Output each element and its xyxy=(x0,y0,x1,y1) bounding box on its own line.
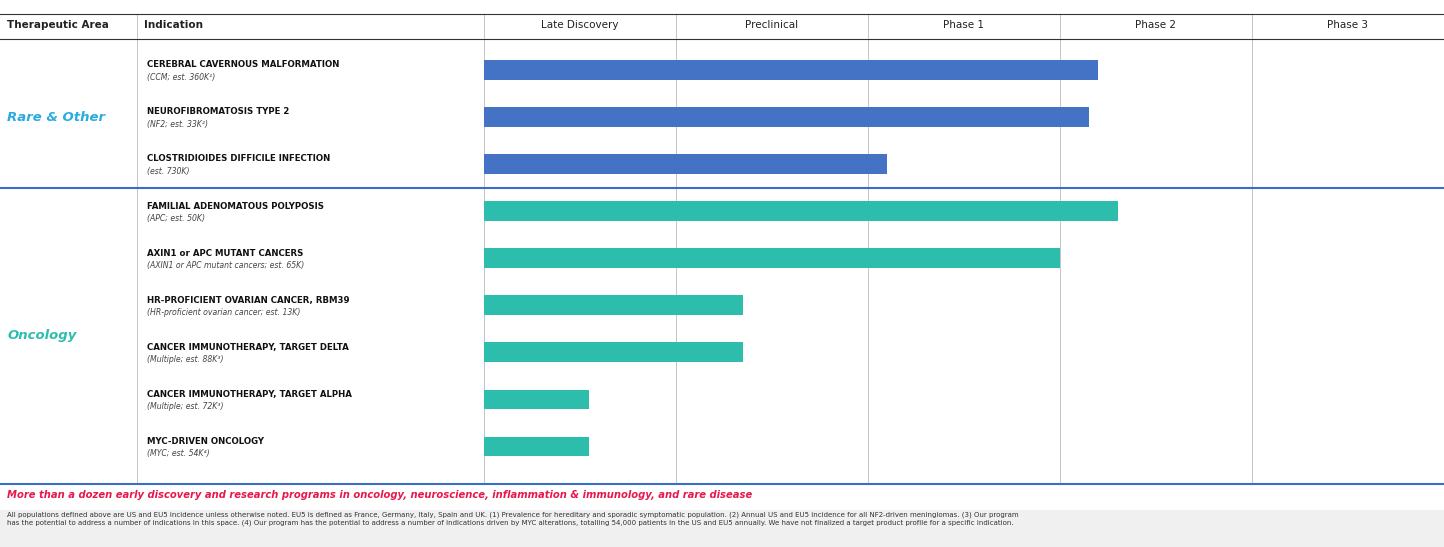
Bar xyxy=(484,107,1089,127)
Text: Indication: Indication xyxy=(144,20,204,30)
Text: (AXIN1 or APC mutant cancers; est. 65K): (AXIN1 or APC mutant cancers; est. 65K) xyxy=(147,261,305,270)
Text: (APC; est. 50K): (APC; est. 50K) xyxy=(147,214,205,223)
Text: CEREBRAL CAVERNOUS MALFORMATION: CEREBRAL CAVERNOUS MALFORMATION xyxy=(147,60,339,69)
Text: Phase 2: Phase 2 xyxy=(1135,20,1177,30)
Text: FAMILIAL ADENOMATOUS POLYPOSIS: FAMILIAL ADENOMATOUS POLYPOSIS xyxy=(147,201,325,211)
Text: Oncology: Oncology xyxy=(7,329,77,342)
Bar xyxy=(484,437,589,456)
Text: Therapeutic Area: Therapeutic Area xyxy=(7,20,110,30)
Text: Phase 3: Phase 3 xyxy=(1327,20,1369,30)
Bar xyxy=(484,295,744,315)
Bar xyxy=(484,154,887,174)
Bar xyxy=(484,389,589,409)
Text: CLOSTRIDIOIDES DIFFICILE INFECTION: CLOSTRIDIOIDES DIFFICILE INFECTION xyxy=(147,154,331,164)
Text: NEUROFIBROMATOSIS TYPE 2: NEUROFIBROMATOSIS TYPE 2 xyxy=(147,107,290,117)
Text: (CCM; est. 360K¹): (CCM; est. 360K¹) xyxy=(147,73,215,82)
Text: (MYC; est. 54K⁴): (MYC; est. 54K⁴) xyxy=(147,450,209,458)
Text: Late Discovery: Late Discovery xyxy=(542,20,618,30)
Bar xyxy=(484,201,1118,221)
Text: HR-PROFICIENT OVARIAN CANCER, RBM39: HR-PROFICIENT OVARIAN CANCER, RBM39 xyxy=(147,295,349,305)
Bar xyxy=(0,510,1444,547)
Text: All populations defined above are US and EU5 incidence unless otherwise noted. E: All populations defined above are US and… xyxy=(7,512,1019,526)
Text: Rare & Other: Rare & Other xyxy=(7,110,105,124)
Text: (Multiple; est. 72K³): (Multiple; est. 72K³) xyxy=(147,403,224,411)
Text: Phase 1: Phase 1 xyxy=(943,20,985,30)
Text: (HR-proficient ovarian cancer; est. 13K): (HR-proficient ovarian cancer; est. 13K) xyxy=(147,309,300,317)
Bar xyxy=(484,248,1060,268)
Bar xyxy=(484,60,1099,80)
Text: AXIN1 or APC MUTANT CANCERS: AXIN1 or APC MUTANT CANCERS xyxy=(147,248,303,258)
Text: MYC-DRIVEN ONCOLOGY: MYC-DRIVEN ONCOLOGY xyxy=(147,437,264,446)
Text: More than a dozen early discovery and research programs in oncology, neuroscienc: More than a dozen early discovery and re… xyxy=(7,490,752,499)
Text: (NF2; est. 33K²): (NF2; est. 33K²) xyxy=(147,120,208,129)
Text: Preclinical: Preclinical xyxy=(745,20,799,30)
Text: CANCER IMMUNOTHERAPY, TARGET ALPHA: CANCER IMMUNOTHERAPY, TARGET ALPHA xyxy=(147,389,352,399)
Bar xyxy=(484,342,744,362)
Text: CANCER IMMUNOTHERAPY, TARGET DELTA: CANCER IMMUNOTHERAPY, TARGET DELTA xyxy=(147,342,349,352)
Text: (est. 730K): (est. 730K) xyxy=(147,167,189,176)
Text: (Multiple; est. 88K³): (Multiple; est. 88K³) xyxy=(147,356,224,364)
